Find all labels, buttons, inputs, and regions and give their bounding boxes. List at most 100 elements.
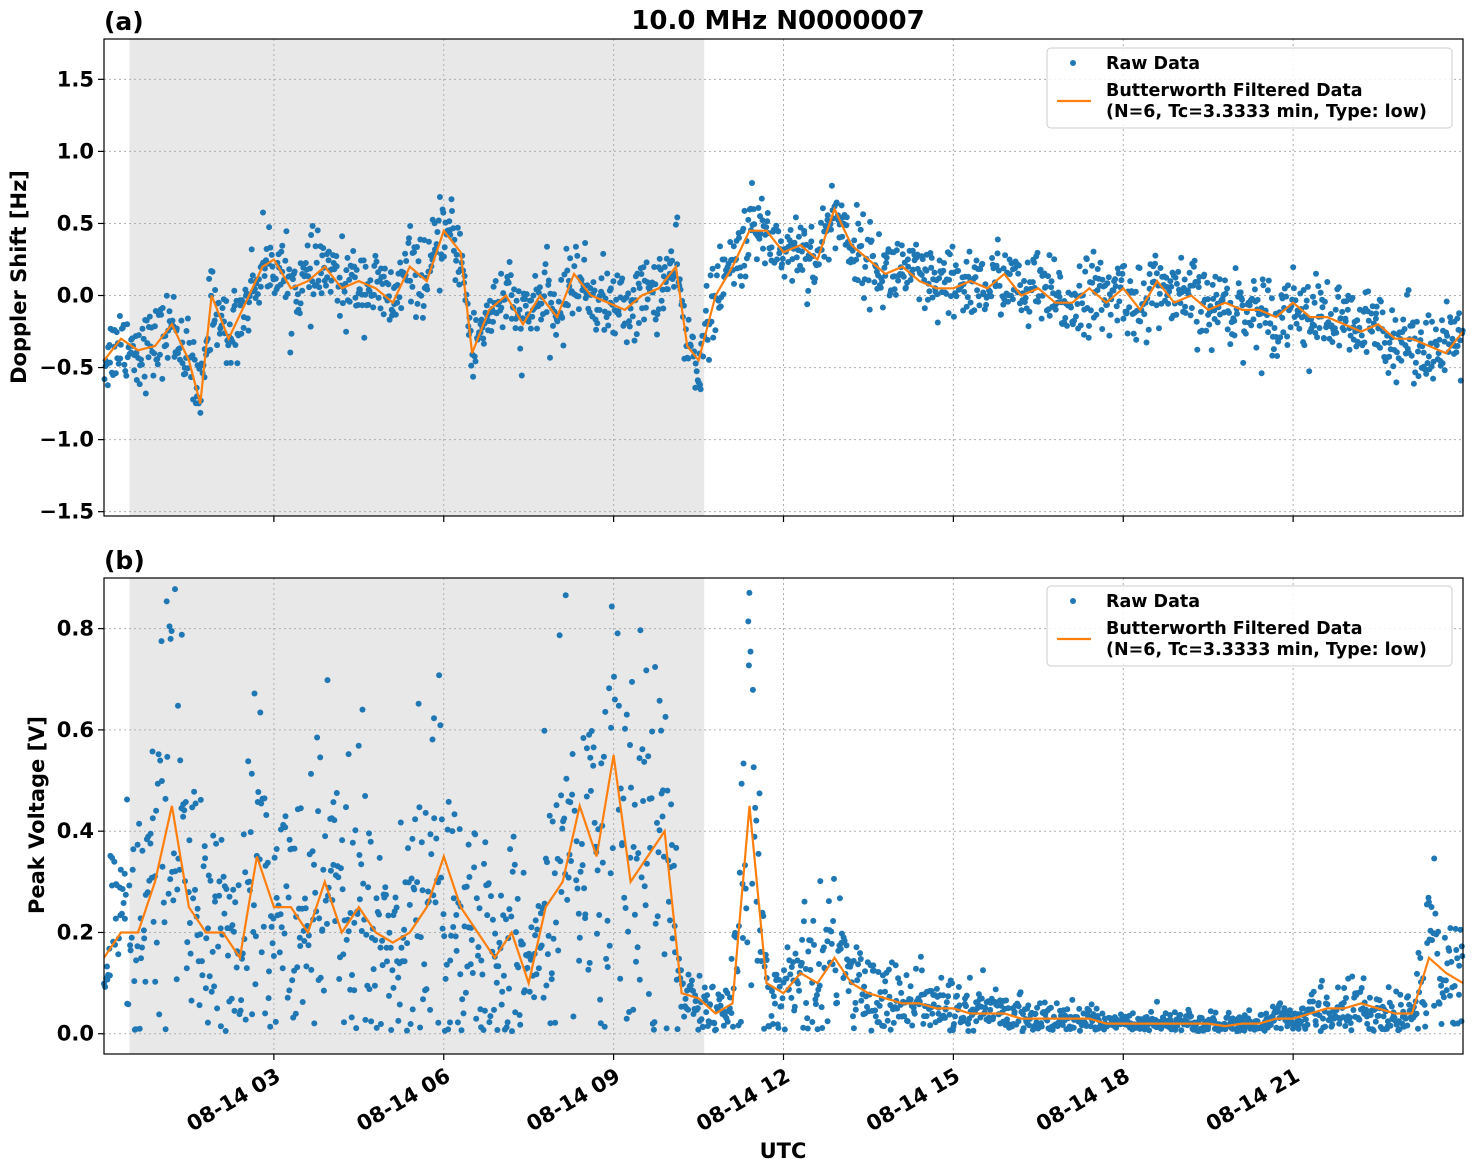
raw-data-point [453, 251, 460, 258]
raw-data-point [270, 915, 277, 922]
raw-data-point [261, 795, 268, 802]
raw-data-point [507, 272, 514, 279]
raw-data-point [850, 1025, 857, 1032]
raw-data-point [1048, 278, 1055, 285]
raw-data-point [779, 995, 786, 1002]
raw-data-point [1156, 325, 1162, 332]
raw-data-point [1231, 332, 1238, 339]
raw-data-point [971, 307, 978, 314]
raw-data-point [343, 328, 350, 335]
raw-data-point [522, 302, 529, 309]
raw-data-point [484, 912, 491, 919]
raw-data-point [644, 296, 651, 303]
raw-data-point [136, 820, 143, 827]
raw-data-point [221, 910, 228, 917]
raw-data-point [553, 802, 560, 809]
raw-data-point [668, 248, 675, 255]
y-tick-label: 0.6 [57, 718, 94, 742]
raw-data-point [545, 932, 552, 939]
raw-data-point [692, 360, 699, 367]
raw-data-point [336, 976, 343, 982]
raw-data-point [791, 1003, 798, 1010]
raw-data-point [641, 883, 648, 890]
raw-data-point [1273, 1024, 1280, 1031]
raw-data-point [1310, 988, 1317, 995]
raw-data-point [1413, 318, 1420, 325]
raw-data-point [1405, 287, 1412, 294]
raw-data-point [887, 1026, 894, 1033]
raw-data-point [406, 235, 412, 242]
x-axis-label: UTC [760, 1139, 807, 1163]
raw-data-point [621, 894, 628, 901]
raw-data-point [496, 939, 503, 946]
raw-data-point [194, 905, 201, 912]
raw-data-point [738, 282, 745, 289]
raw-data-point [608, 724, 615, 731]
raw-data-point [542, 261, 549, 268]
raw-data-point [112, 370, 119, 377]
raw-data-point [884, 1017, 891, 1024]
raw-data-point [395, 974, 402, 981]
raw-data-point [856, 971, 863, 978]
raw-data-point [1105, 274, 1112, 281]
raw-data-point [975, 293, 982, 300]
raw-data-point [365, 884, 372, 891]
raw-data-point [995, 267, 1002, 274]
raw-data-point [1414, 970, 1420, 977]
raw-data-point [882, 988, 888, 995]
raw-data-point [838, 202, 845, 209]
raw-data-point [481, 1007, 488, 1014]
raw-data-point [252, 933, 259, 940]
raw-data-point [1415, 1025, 1421, 1032]
raw-data-point [264, 859, 271, 866]
raw-data-point [857, 950, 863, 957]
raw-data-point [1300, 287, 1307, 293]
raw-data-point [419, 887, 426, 894]
raw-data-point [590, 762, 597, 769]
raw-data-point [409, 283, 416, 290]
raw-data-point [492, 930, 499, 937]
raw-data-point [297, 260, 304, 267]
raw-data-point [282, 813, 289, 820]
raw-data-point [286, 266, 293, 273]
raw-data-point [376, 911, 382, 918]
raw-data-point [414, 879, 421, 886]
raw-data-point [450, 895, 457, 902]
raw-data-point [857, 226, 864, 233]
raw-data-point [709, 265, 716, 272]
raw-data-point [320, 245, 327, 252]
raw-data-point [1401, 326, 1408, 332]
raw-data-point [819, 1025, 826, 1031]
raw-data-point [594, 320, 601, 327]
raw-data-point [882, 978, 889, 985]
raw-data-point [548, 299, 555, 306]
raw-data-point [117, 866, 124, 873]
raw-data-point [814, 1026, 821, 1033]
raw-data-point [258, 949, 265, 956]
raw-data-point [308, 770, 314, 777]
raw-data-point [196, 365, 203, 372]
raw-data-point [1029, 279, 1036, 286]
raw-data-point [1087, 307, 1094, 314]
raw-data-point [288, 330, 295, 337]
raw-data-point [903, 972, 910, 979]
raw-data-point [163, 292, 170, 299]
raw-data-point [1005, 298, 1011, 305]
raw-data-point [1239, 302, 1246, 309]
raw-data-point [427, 831, 434, 838]
raw-data-point [594, 867, 601, 874]
raw-data-point [1268, 295, 1275, 302]
raw-data-point [398, 944, 405, 951]
raw-data-point [242, 869, 249, 876]
raw-data-point [333, 263, 340, 270]
raw-data-point [569, 751, 576, 757]
raw-data-point [231, 287, 238, 294]
raw-data-point [120, 900, 127, 906]
raw-data-point [121, 361, 128, 368]
raw-data-point [480, 340, 487, 347]
raw-data-point [133, 957, 140, 964]
raw-data-point [452, 933, 459, 940]
raw-data-point [209, 948, 216, 955]
raw-data-point [623, 711, 630, 718]
raw-data-point [106, 972, 113, 979]
